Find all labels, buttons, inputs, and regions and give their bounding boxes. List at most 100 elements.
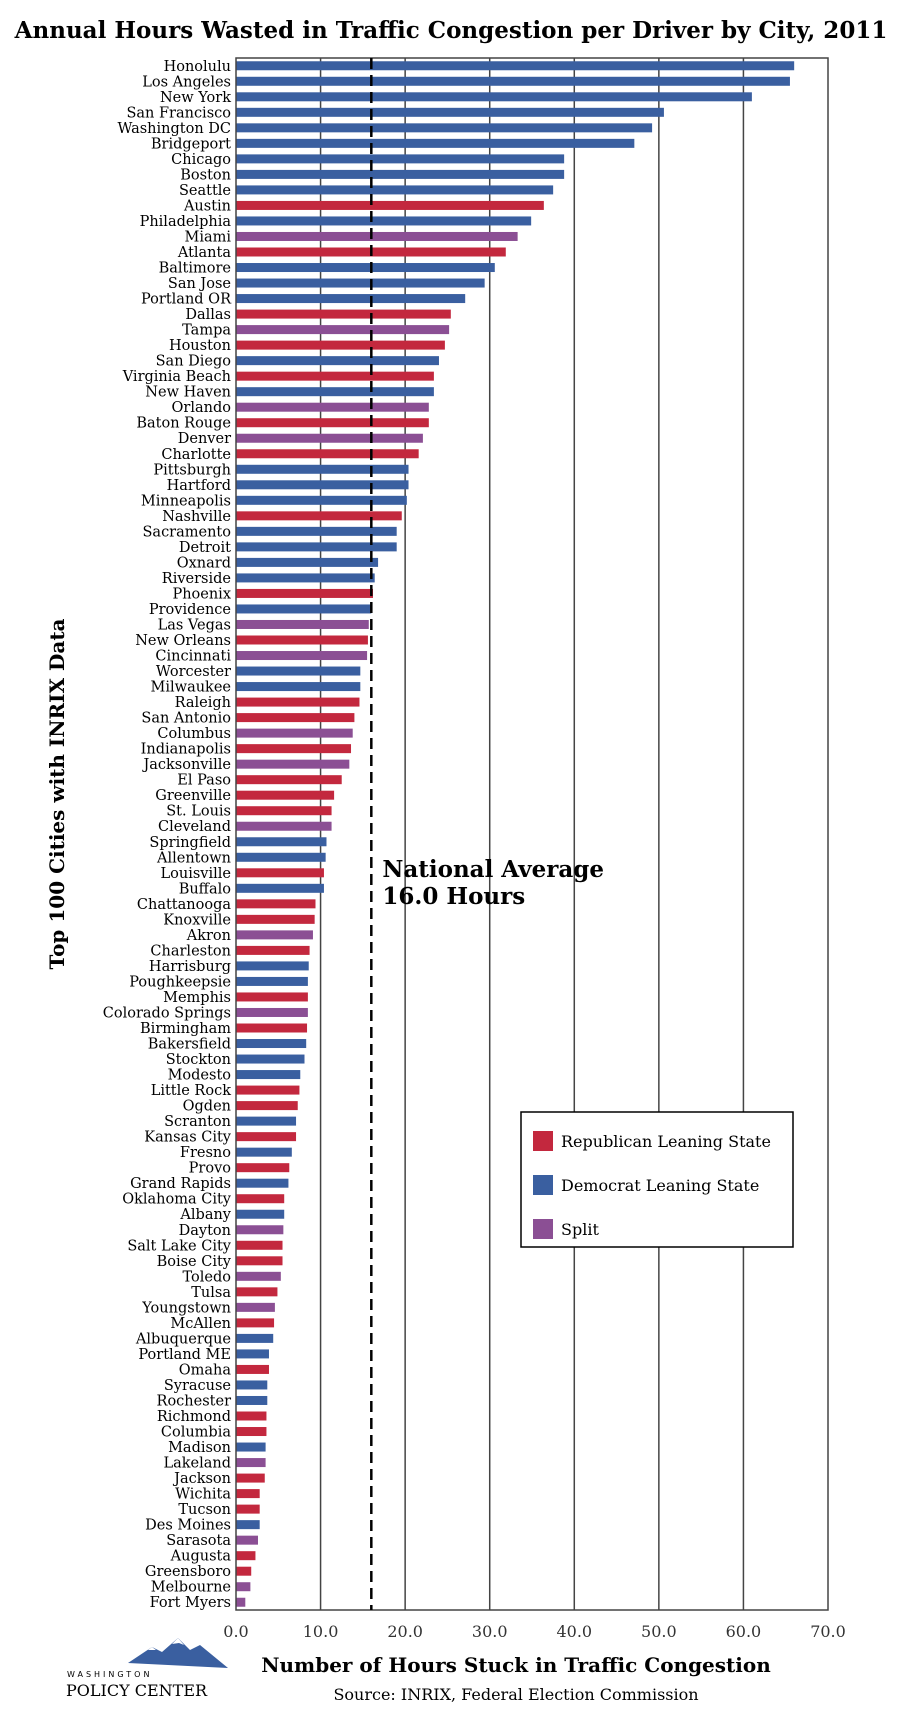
category-label: Colorado Springs [103,1005,231,1021]
legend-label: Split [561,1220,599,1239]
category-label: Los Angeles [142,74,231,90]
category-label: Boston [180,167,231,183]
category-label: Memphis [163,990,231,1006]
x-tick-label: 70.0 [810,1622,846,1641]
category-label: Las Vegas [158,617,231,633]
bar [236,511,402,521]
category-label: Stockton [166,1052,231,1068]
category-label: Providence [149,602,231,618]
category-label: Orlando [172,400,231,416]
bar [236,480,409,490]
y-axis-label: Top 100 Cities with INRIX Data [45,618,69,969]
category-label: Baltimore [159,261,231,277]
bar [236,1442,266,1452]
category-label: Madison [168,1440,231,1456]
bar [236,666,361,676]
bar [236,231,518,241]
category-label: Minneapolis [141,493,231,509]
category-label: Oklahoma City [122,1192,232,1208]
bar [236,387,434,397]
bar [236,713,355,723]
category-label: Buffalo [179,881,231,897]
bar [236,1597,246,1607]
bar [236,961,309,971]
category-label: Honolulu [164,59,231,75]
category-label: Augusta [170,1549,232,1565]
bar [236,76,790,86]
bar [236,1302,275,1312]
bar [236,1132,297,1142]
category-label: Philadelphia [140,214,232,230]
bar [236,1101,298,1111]
x-tick-label: 40.0 [556,1622,592,1641]
bar [236,61,795,71]
bar [236,325,450,335]
x-tick-labels: 0.0 10.0 20.0 30.0 40.0 50.0 60.0 70.0 [223,1622,846,1641]
bar [236,1178,289,1188]
category-label: Washington DC [117,121,231,137]
category-label: Chattanooga [137,897,231,913]
category-label: San Francisco [126,105,231,121]
bar [236,1582,251,1592]
category-label: Chicago [171,152,231,168]
category-label: Fresno [180,1145,231,1161]
category-label: Bakersfield [148,1037,231,1053]
bar [236,402,429,412]
bar [236,92,752,102]
bar [236,200,544,210]
bar [236,651,368,661]
category-label: Kansas City [144,1130,232,1146]
category-label: Toledo [182,1269,231,1285]
legend: Republican Leaning State Democrat Leaning… [520,1111,794,1248]
legend-swatch [533,1131,553,1151]
bar [236,1473,265,1483]
legend-box [520,1111,794,1248]
category-label: Springfield [149,835,231,851]
bar [236,775,342,785]
category-label: San Jose [168,276,231,292]
bar [236,790,335,800]
bar [236,1070,301,1080]
category-label: Sacramento [142,524,231,540]
category-label: Harrisburg [149,959,231,975]
bar [236,852,326,862]
bar [236,899,316,909]
category-label: Akron [186,928,231,944]
bar [236,1240,283,1250]
category-label: Lakeland [163,1456,231,1472]
bar [236,821,332,831]
bar [236,263,495,273]
bar [236,604,372,614]
category-label: Scranton [164,1114,231,1130]
bar [236,883,324,893]
category-label: Salt Lake City [127,1238,231,1254]
bar [236,1085,300,1095]
bar [236,1489,260,1499]
category-label: Des Moines [145,1518,231,1534]
bar [236,340,445,350]
category-label: Ogden [183,1099,231,1115]
plot-frame [235,57,829,1611]
category-label: Birmingham [140,1021,231,1037]
bar [236,728,353,738]
category-label: Hartford [167,478,231,494]
bar [236,1364,269,1374]
mountain-icon [128,1638,228,1668]
category-label: Detroit [179,540,231,556]
category-label: Portland OR [141,292,232,308]
bar [236,1054,305,1064]
category-label: Boise City [157,1254,232,1270]
category-label: Atlanta [177,245,231,261]
category-label: Phoenix [172,586,231,602]
category-label: Virginia Beach [122,369,231,385]
category-label: Cleveland [158,819,231,835]
national-average-value: 16.0 Hours [382,883,525,910]
category-label: Tucson [178,1502,231,1518]
category-label: Dayton [179,1223,231,1239]
bar [236,930,313,940]
bar [236,697,360,707]
category-label: Provo [189,1161,231,1177]
bar [236,169,565,179]
bar [236,1520,260,1530]
